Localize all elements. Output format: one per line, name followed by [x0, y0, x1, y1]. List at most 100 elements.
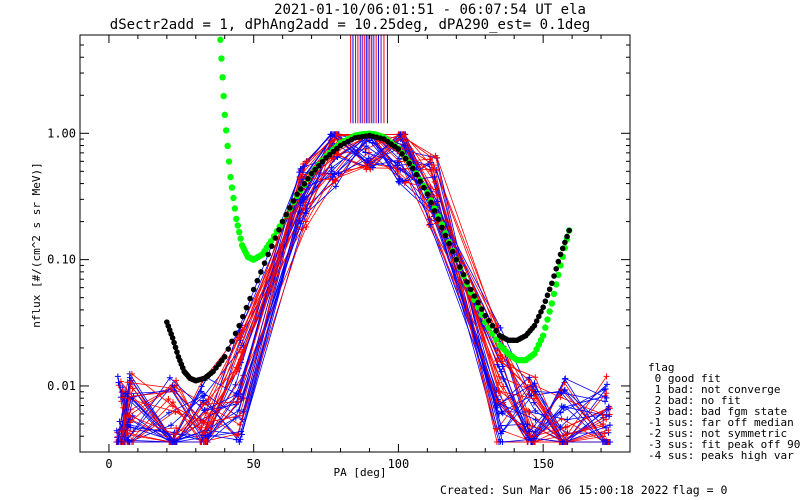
y-tick-label: 0.10 [47, 253, 76, 267]
trace-point [601, 430, 608, 437]
footer-flag: flag = 0 [672, 483, 727, 497]
x-tick-label: 100 [388, 457, 410, 471]
fit-point-black [553, 266, 559, 272]
trace-point [234, 432, 241, 439]
trace-line [121, 133, 610, 443]
trace-point [559, 438, 566, 445]
fit-point-black [538, 309, 544, 315]
fit-point-green [220, 92, 227, 100]
fit-point-green [218, 55, 225, 62]
pa-tick-lines [350, 35, 388, 124]
fit-point-black [464, 279, 470, 285]
fit-point-black [431, 207, 438, 214]
trace-point [329, 155, 336, 162]
trace-point [426, 156, 433, 163]
trace-point [604, 381, 611, 388]
legend-item: 2 bad: no fit [648, 394, 741, 407]
trace-point [200, 397, 207, 404]
fit-point-black [564, 233, 570, 240]
trace-point [532, 388, 539, 395]
trace-point [395, 178, 402, 185]
trace-point [366, 137, 373, 144]
fit-point-green [221, 111, 228, 119]
fit-point-black [232, 330, 239, 337]
fit-point-black [395, 146, 402, 152]
trace-point [115, 379, 122, 386]
trace-point [602, 398, 609, 405]
legend-title: flag [648, 361, 675, 374]
legend-item: 0 good fit [648, 372, 721, 385]
trace-point [564, 423, 571, 430]
trace-point [329, 131, 336, 138]
fit-point-green [539, 332, 547, 339]
fit-point-black [305, 175, 311, 182]
fit-point-black [410, 165, 416, 171]
x-tick-label: 150 [532, 457, 554, 471]
fit-point-black [439, 224, 445, 231]
trace-point [606, 413, 613, 420]
fit-point-black [413, 171, 420, 178]
trace-point [432, 166, 439, 173]
trace-point [202, 409, 209, 416]
trace-point [169, 403, 176, 410]
trace-line [119, 133, 608, 443]
fit-point-black [250, 286, 257, 293]
fit-point-black [566, 227, 573, 234]
fit-point-black [540, 304, 546, 311]
fit-point-green [219, 74, 226, 81]
trace-point [165, 409, 172, 416]
fit-point-green [222, 127, 230, 134]
trace-line [119, 133, 606, 443]
fit-point-black [471, 293, 478, 299]
trace-point [561, 386, 568, 393]
trace-point [124, 436, 131, 443]
trace-point [434, 154, 441, 161]
fit-point-green [544, 316, 551, 323]
trace-point [397, 166, 404, 173]
trace-point [238, 428, 245, 435]
trace-point [363, 143, 370, 150]
trace-point [606, 422, 613, 429]
trace-point [426, 221, 433, 228]
fit-point-black [174, 349, 180, 355]
fit-point-black [555, 258, 562, 265]
trace-point [531, 438, 538, 445]
fit-point-green [542, 324, 549, 331]
fit-point-black [297, 186, 304, 192]
fit-point-green [225, 158, 233, 165]
fit-point-black [559, 245, 566, 252]
fit-point-green [228, 184, 236, 191]
fit-point-black [171, 339, 177, 346]
trace-point [296, 217, 303, 224]
flag-legend: flag 0 good fit 1 bad: not converge 2 ba… [648, 361, 800, 462]
y-tick-label: 1.00 [47, 126, 76, 140]
fit-point-black [240, 313, 246, 320]
fit-point-black [460, 271, 467, 278]
fit-point-black [478, 306, 485, 312]
trace-point [496, 373, 503, 380]
fit-point-black [265, 251, 271, 258]
fit-point-black [533, 318, 540, 324]
trace-point [202, 429, 209, 436]
trace-point [301, 163, 308, 170]
trace-point [495, 388, 502, 395]
trace-point [168, 384, 175, 391]
trace-point [129, 385, 136, 392]
trace-point [116, 418, 123, 425]
trace-point [328, 168, 335, 175]
legend-item: -2 sus: not symmetric [648, 427, 787, 440]
trace-point [364, 159, 371, 166]
trace-point [124, 379, 131, 386]
trace-point [165, 396, 172, 403]
trace-point [431, 178, 438, 185]
plot-axes: 0 50 100 150 0.01 0.10 1.00 [47, 34, 631, 471]
trace-point [239, 348, 246, 355]
trace-point [365, 155, 372, 162]
trace-point [168, 422, 175, 429]
trace-point [499, 438, 506, 445]
fit-point-green [237, 235, 244, 242]
trace-point [561, 375, 568, 382]
fit-point-black [544, 292, 551, 299]
trace-point [203, 438, 210, 445]
